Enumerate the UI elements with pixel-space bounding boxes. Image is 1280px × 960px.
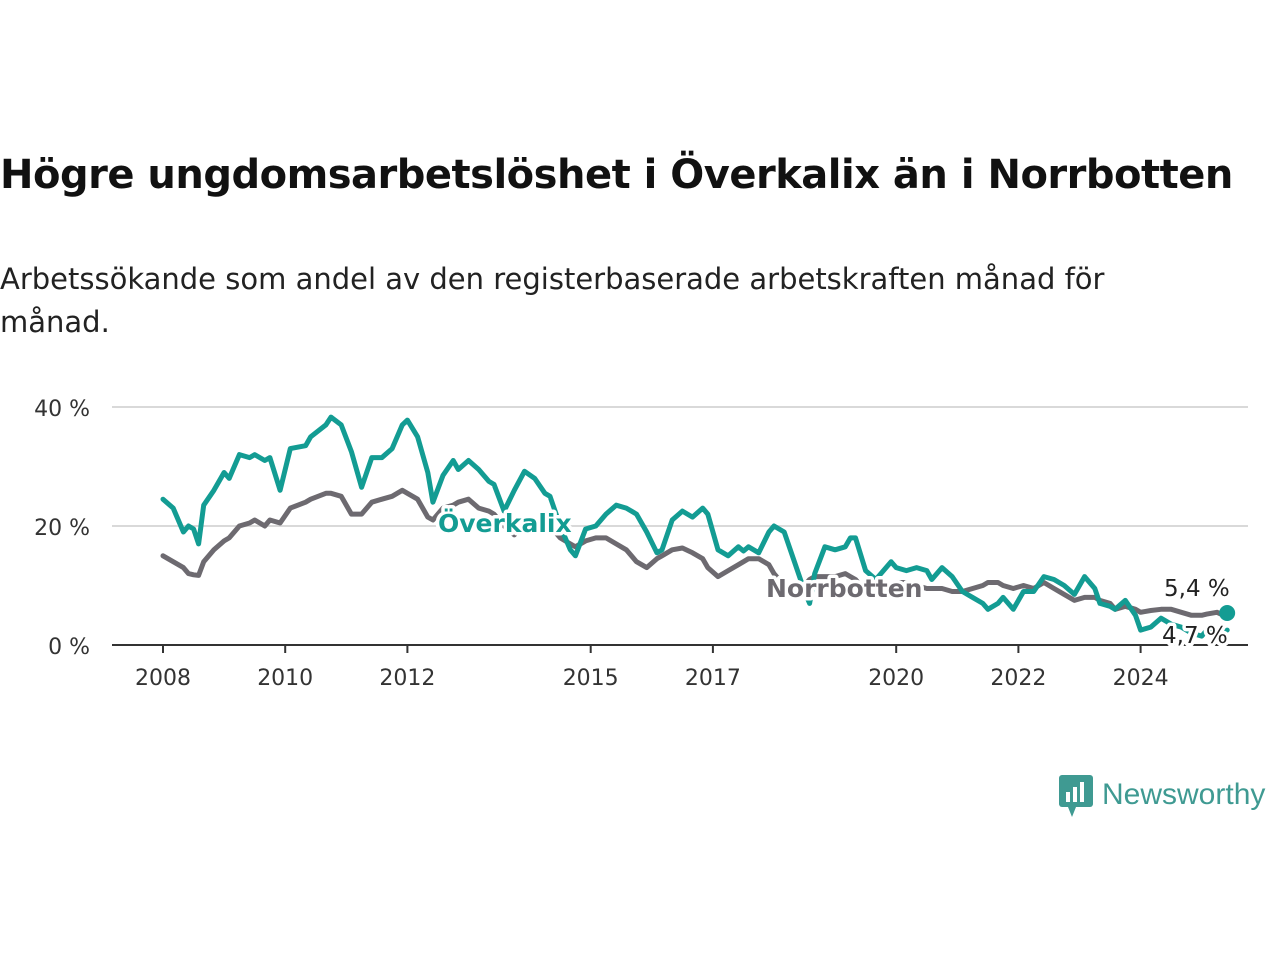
end-value-label-norrbotten: 4,7 % bbox=[1162, 623, 1228, 649]
x-tick-label: 2017 bbox=[685, 666, 741, 691]
x-tick-label: 2012 bbox=[379, 666, 435, 691]
newsworthy-logo: Newsworthy bbox=[1058, 772, 1265, 818]
series-label-overkalix-halo: Överkalix bbox=[438, 508, 572, 538]
series-line bbox=[160, 487, 1230, 620]
series-line bbox=[160, 414, 1230, 639]
chart-title: Högre ungdomsarbetslöshet i Överkalix än… bbox=[0, 152, 1233, 198]
series-lines bbox=[160, 414, 1236, 639]
logo-text: Newsworthy bbox=[1102, 778, 1266, 811]
series-end-marker bbox=[1219, 605, 1236, 621]
x-axis: 2008 2010 2012 2015 2017 2020 2022 2024 bbox=[112, 644, 1248, 691]
series-label-overkalix: Överkalix bbox=[438, 508, 572, 538]
end-value-label-overkalix-halo: 5,4 % bbox=[1164, 576, 1230, 602]
line-chart: 0 % 20 % 40 % 2008 2010 2012 2015 2017 2020 2022… bbox=[34, 397, 1248, 691]
chart-subtitle: Arbetssökande som andel av den registerb… bbox=[0, 262, 1105, 339]
series-label-norrbotten: Norrbotten bbox=[766, 574, 922, 603]
end-value-label-overkalix: 5,4 % bbox=[1164, 576, 1230, 602]
x-tick-label: 2015 bbox=[563, 666, 619, 691]
x-tick-label: 2024 bbox=[1113, 666, 1169, 691]
y-tick-label: 0 % bbox=[48, 635, 90, 660]
x-tick-label: 2020 bbox=[868, 666, 924, 691]
x-tick-label: 2010 bbox=[257, 666, 313, 691]
end-value-label-norrbotten-halo: 4,7 % bbox=[1162, 623, 1228, 649]
newsworthy-chart-bubble-icon bbox=[1059, 775, 1093, 817]
x-tick-label: 2008 bbox=[135, 666, 191, 691]
y-tick-label: 40 % bbox=[34, 397, 90, 422]
x-tick-label: 2022 bbox=[990, 666, 1046, 691]
series-label-norrbotten-halo: Norrbotten bbox=[766, 574, 922, 603]
y-axis: 0 % 20 % 40 % bbox=[34, 397, 90, 660]
y-tick-label: 20 % bbox=[34, 516, 90, 541]
grid-lines bbox=[112, 406, 1248, 527]
